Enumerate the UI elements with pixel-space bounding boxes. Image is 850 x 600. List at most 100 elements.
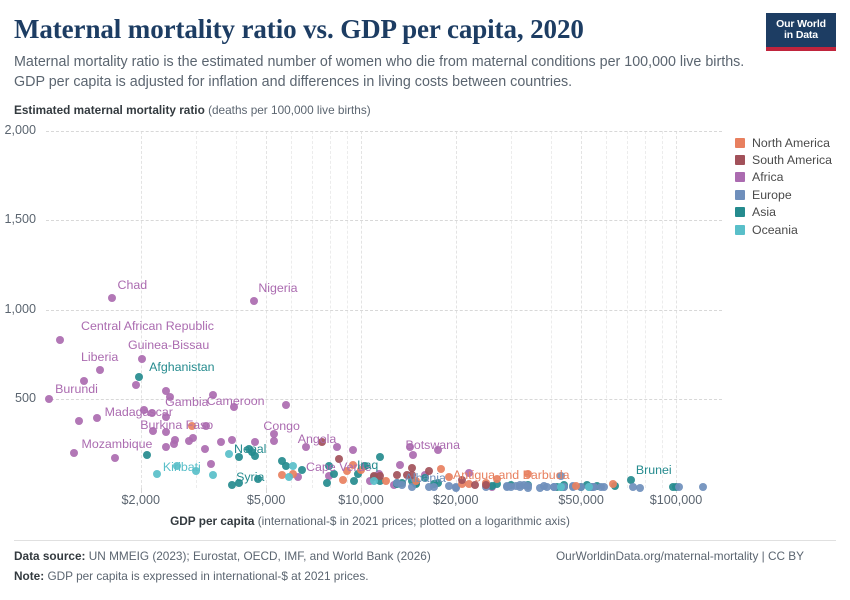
- data-point[interactable]: [516, 480, 525, 489]
- data-point[interactable]: [412, 477, 421, 486]
- data-point[interactable]: [370, 472, 379, 481]
- data-point[interactable]: [293, 473, 302, 482]
- data-point[interactable]: [636, 483, 645, 492]
- data-point[interactable]: [333, 442, 342, 451]
- data-point[interactable]: [171, 435, 180, 444]
- data-point[interactable]: [202, 422, 211, 431]
- legend-item[interactable]: North America: [735, 134, 832, 151]
- data-point[interactable]: [147, 409, 156, 418]
- data-point[interactable]: [270, 436, 279, 445]
- data-point[interactable]: [405, 443, 414, 452]
- data-point[interactable]: [543, 483, 552, 492]
- data-point[interactable]: [556, 471, 565, 480]
- data-point[interactable]: [458, 475, 467, 484]
- data-point[interactable]: [520, 481, 529, 490]
- data-point[interactable]: [429, 483, 438, 492]
- data-point[interactable]: [585, 483, 594, 492]
- data-point[interactable]: [107, 294, 116, 303]
- data-point[interactable]: [170, 440, 179, 449]
- data-point[interactable]: [192, 467, 201, 476]
- data-point[interactable]: [189, 434, 198, 443]
- data-point[interactable]: [161, 427, 170, 436]
- data-point[interactable]: [511, 482, 520, 491]
- data-point[interactable]: [334, 455, 343, 464]
- data-point[interactable]: [148, 426, 157, 435]
- data-point[interactable]: [398, 480, 407, 489]
- data-point[interactable]: [317, 437, 326, 446]
- data-point[interactable]: [111, 453, 120, 462]
- data-point[interactable]: [370, 477, 379, 486]
- data-point[interactable]: [166, 392, 175, 401]
- data-point[interactable]: [298, 465, 307, 474]
- data-point[interactable]: [56, 336, 65, 345]
- data-point[interactable]: [699, 482, 708, 491]
- data-point[interactable]: [470, 480, 479, 489]
- data-point[interactable]: [209, 390, 218, 399]
- legend-item[interactable]: Oceania: [735, 221, 832, 238]
- data-point[interactable]: [339, 476, 348, 485]
- data-point[interactable]: [322, 478, 331, 487]
- data-point[interactable]: [348, 445, 357, 454]
- data-point[interactable]: [524, 481, 533, 490]
- data-point[interactable]: [92, 414, 101, 423]
- data-point[interactable]: [433, 446, 442, 455]
- data-point[interactable]: [201, 445, 210, 454]
- data-point[interactable]: [228, 435, 237, 444]
- data-point[interactable]: [228, 480, 237, 489]
- data-point[interactable]: [571, 482, 580, 491]
- data-point[interactable]: [284, 473, 293, 482]
- data-point[interactable]: [137, 354, 146, 363]
- data-point[interactable]: [224, 449, 233, 458]
- data-point[interactable]: [408, 450, 417, 459]
- data-point[interactable]: [577, 482, 586, 491]
- data-point[interactable]: [348, 460, 357, 469]
- data-point[interactable]: [143, 451, 152, 460]
- data-point[interactable]: [289, 470, 298, 479]
- data-point[interactable]: [354, 470, 363, 479]
- legend-item[interactable]: South America: [735, 151, 832, 168]
- data-point[interactable]: [250, 297, 259, 306]
- data-point[interactable]: [674, 483, 683, 492]
- data-point[interactable]: [507, 483, 516, 492]
- data-point[interactable]: [95, 366, 104, 375]
- data-point[interactable]: [361, 461, 370, 470]
- data-point[interactable]: [162, 442, 171, 451]
- data-point[interactable]: [464, 480, 473, 489]
- data-point[interactable]: [270, 429, 279, 438]
- data-point[interactable]: [289, 461, 298, 470]
- data-point[interactable]: [444, 473, 453, 482]
- data-point[interactable]: [524, 470, 533, 479]
- data-point[interactable]: [356, 466, 365, 475]
- data-point[interactable]: [184, 436, 193, 445]
- data-point[interactable]: [140, 406, 149, 415]
- legend-item[interactable]: Africa: [735, 169, 832, 186]
- data-point[interactable]: [451, 482, 460, 491]
- data-point[interactable]: [464, 469, 473, 477]
- data-point[interactable]: [381, 477, 390, 486]
- data-point[interactable]: [277, 471, 286, 480]
- data-point[interactable]: [608, 480, 617, 489]
- data-point[interactable]: [247, 447, 256, 456]
- data-point[interactable]: [70, 449, 79, 458]
- data-point[interactable]: [376, 477, 385, 486]
- data-point[interactable]: [425, 482, 434, 491]
- data-point[interactable]: [131, 380, 140, 389]
- data-point[interactable]: [74, 417, 83, 426]
- data-point[interactable]: [229, 402, 238, 411]
- data-point[interactable]: [376, 453, 385, 462]
- data-point[interactable]: [487, 481, 496, 490]
- data-point[interactable]: [161, 386, 170, 395]
- data-point[interactable]: [209, 470, 218, 479]
- owid-logo[interactable]: Our World in Data: [766, 13, 836, 51]
- data-point[interactable]: [556, 482, 565, 491]
- data-point[interactable]: [324, 471, 333, 480]
- data-point[interactable]: [324, 461, 333, 470]
- legend-item[interactable]: Asia: [735, 204, 832, 221]
- data-point[interactable]: [235, 452, 244, 461]
- data-point[interactable]: [628, 482, 637, 491]
- data-point[interactable]: [206, 459, 215, 468]
- data-point[interactable]: [79, 376, 88, 385]
- data-point[interactable]: [627, 476, 636, 485]
- data-point[interactable]: [235, 478, 244, 487]
- data-point[interactable]: [502, 482, 511, 491]
